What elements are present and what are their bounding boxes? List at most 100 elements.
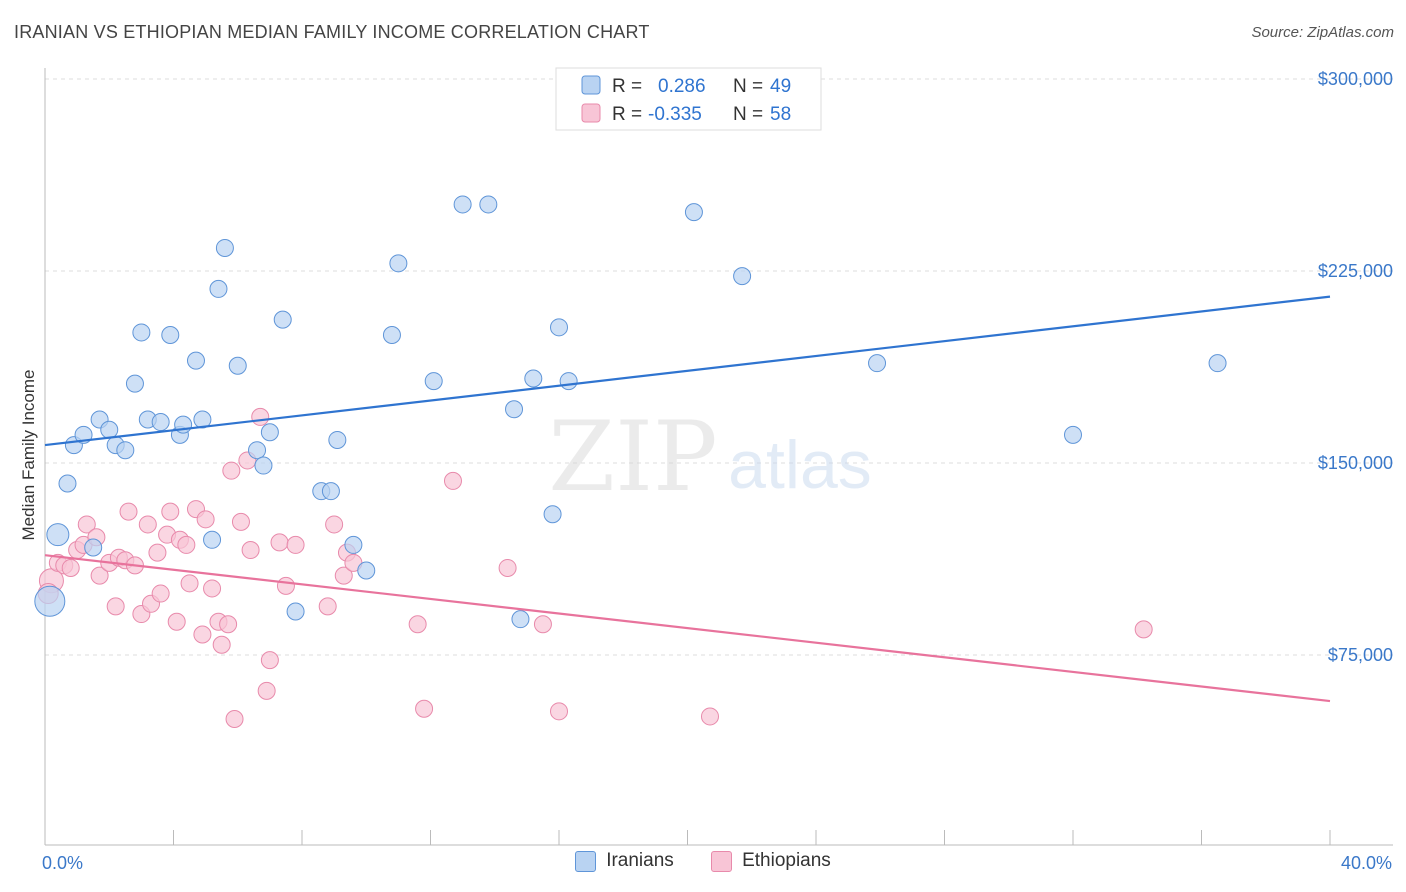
iranian-point xyxy=(382,326,401,344)
ethiopian-point xyxy=(61,558,80,577)
iranian-point xyxy=(46,523,70,547)
ethiopian-point xyxy=(550,702,568,721)
stats-n-label: N = xyxy=(733,76,763,97)
iranian-point xyxy=(357,561,376,580)
iranian-point xyxy=(286,602,305,621)
iranian-point xyxy=(84,538,103,557)
ethiopian-point xyxy=(533,615,552,634)
ethiopian-point xyxy=(119,502,138,521)
iranian-point xyxy=(524,369,543,388)
ethiopian-point xyxy=(151,584,170,603)
iranian-point xyxy=(684,203,703,222)
iranian-point xyxy=(559,372,578,391)
iranian-point xyxy=(186,351,205,370)
legend-swatch-iranians xyxy=(575,850,597,872)
ethiopian-point xyxy=(225,710,244,728)
iranian-point xyxy=(543,505,562,524)
iranian-point xyxy=(151,413,170,432)
stats-legend: R = 0.286 N = 49 R = -0.335 N = 58 xyxy=(555,67,822,131)
ethiopian-point xyxy=(222,461,241,480)
x-tick-labels: 0.0% 40.0% xyxy=(42,853,1392,873)
watermark: ZIP atlas xyxy=(548,401,871,513)
ethiopian-point xyxy=(161,502,180,521)
regression-lines xyxy=(44,295,1331,703)
iranian-point xyxy=(228,356,247,375)
iranian-point xyxy=(248,441,267,460)
iranian-point xyxy=(260,423,279,442)
iranian-point xyxy=(344,535,363,554)
iranian-point xyxy=(868,354,887,373)
chart-source: Source: ZipAtlas.com xyxy=(1251,24,1394,41)
iranian-point xyxy=(733,267,752,286)
regression-line xyxy=(44,554,1331,703)
ethiopian-point xyxy=(180,574,199,593)
iranian-point xyxy=(511,610,530,629)
stats-r-value: -0.335 xyxy=(648,104,702,125)
ethiopian-point xyxy=(193,625,212,644)
ethiopian-point xyxy=(177,535,196,554)
y-axis-label: Median Family Income xyxy=(19,369,38,540)
iranian-point xyxy=(424,372,443,391)
iranian-point xyxy=(125,374,144,393)
ethiopian-point xyxy=(1134,620,1153,639)
y-tick-labels: $75,000 $150,000 $225,000 $300,000 xyxy=(1318,69,1393,665)
iranian-point xyxy=(132,323,151,342)
y-tick-label: $150,000 xyxy=(1318,453,1393,473)
stats-n-value: 58 xyxy=(770,104,791,125)
ethiopian-point xyxy=(241,541,260,560)
ethiopian-point xyxy=(219,615,238,634)
ethiopian-point xyxy=(498,558,517,577)
series-legend: Iranians Ethiopians xyxy=(0,850,1406,878)
ethiopian-point xyxy=(325,515,344,534)
stats-r-value: 0.286 xyxy=(658,76,706,97)
ethiopian-point xyxy=(260,651,279,670)
iranian-point xyxy=(161,326,180,344)
y-tick-label: $225,000 xyxy=(1318,261,1393,281)
stats-r-label: R = xyxy=(612,76,642,97)
ethiopian-point xyxy=(286,535,305,554)
ethiopian-point xyxy=(212,635,231,654)
ethiopian-point xyxy=(90,566,109,585)
x-tick-label: 0.0% xyxy=(42,853,83,873)
ethiopian-point xyxy=(148,543,167,562)
stats-n-value: 49 xyxy=(770,76,791,97)
ethiopian-point xyxy=(700,707,719,726)
legend-label-iranians: Iranians xyxy=(606,850,674,871)
iranian-point xyxy=(389,254,408,273)
ethiopian-point xyxy=(106,597,125,616)
axes xyxy=(44,68,1393,846)
legend-swatch-ethiopians xyxy=(711,850,733,872)
ethiopian-point xyxy=(138,515,157,534)
iranian-point xyxy=(453,195,472,214)
legend-item-ethiopians[interactable]: Ethiopians xyxy=(711,850,831,872)
iranian-point xyxy=(321,482,340,501)
ethiopian-point xyxy=(415,699,434,718)
watermark-atlas: atlas xyxy=(728,427,872,503)
stats-legend-swatch-iranians xyxy=(581,75,601,95)
y-tick-label: $300,000 xyxy=(1318,69,1393,89)
iranian-point xyxy=(116,441,135,460)
ethiopian-point xyxy=(203,579,222,598)
iranian-point xyxy=(209,279,228,298)
y-tick-label: $75,000 xyxy=(1328,645,1393,665)
iranian-point xyxy=(203,530,222,549)
iranian-point xyxy=(254,456,273,475)
iranian-point xyxy=(505,400,524,419)
ethiopian-point xyxy=(167,612,186,631)
ethiopian-point xyxy=(270,533,289,552)
ethiopian-point xyxy=(334,566,353,585)
iranian-point xyxy=(100,420,119,439)
iranian-point xyxy=(34,585,66,617)
iranian-point xyxy=(58,474,77,493)
ethiopian-point xyxy=(257,681,276,700)
ethiopian-point xyxy=(408,615,427,634)
x-tick-label: 40.0% xyxy=(1341,853,1392,873)
ethiopian-point xyxy=(443,471,462,490)
watermark-zip: ZIP xyxy=(548,401,717,513)
legend-item-iranians[interactable]: Iranians xyxy=(575,850,674,872)
iranian-point xyxy=(273,310,292,329)
regression-line xyxy=(44,295,1331,447)
ethiopian-point xyxy=(318,597,337,616)
ethiopian-point xyxy=(77,515,96,534)
